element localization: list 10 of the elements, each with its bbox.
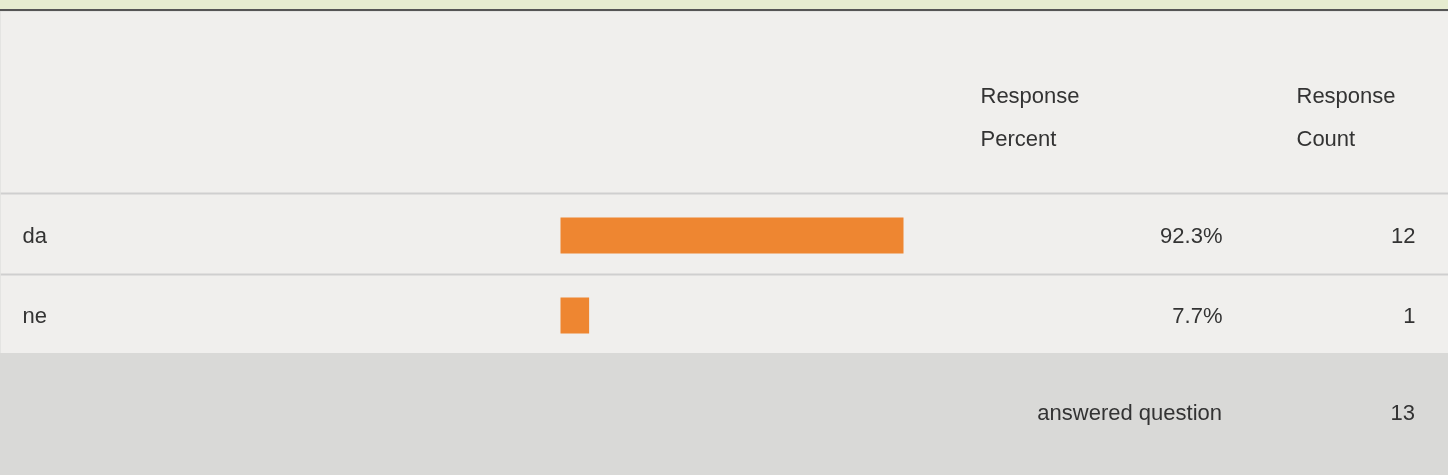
y-tick-label: ne bbox=[22, 303, 47, 328]
text: 13 bbox=[1390, 399, 1415, 427]
text: Response Count bbox=[1296, 82, 1396, 151]
text: answered question bbox=[1037, 399, 1222, 427]
text: 1 bbox=[1403, 303, 1416, 328]
data-label: 7.7% bbox=[1172, 303, 1223, 328]
text: Response Percent bbox=[980, 82, 1080, 151]
y-tick-label: da bbox=[22, 223, 48, 248]
data-label: 92.3% bbox=[1160, 223, 1223, 248]
text: 12 bbox=[1391, 223, 1416, 248]
